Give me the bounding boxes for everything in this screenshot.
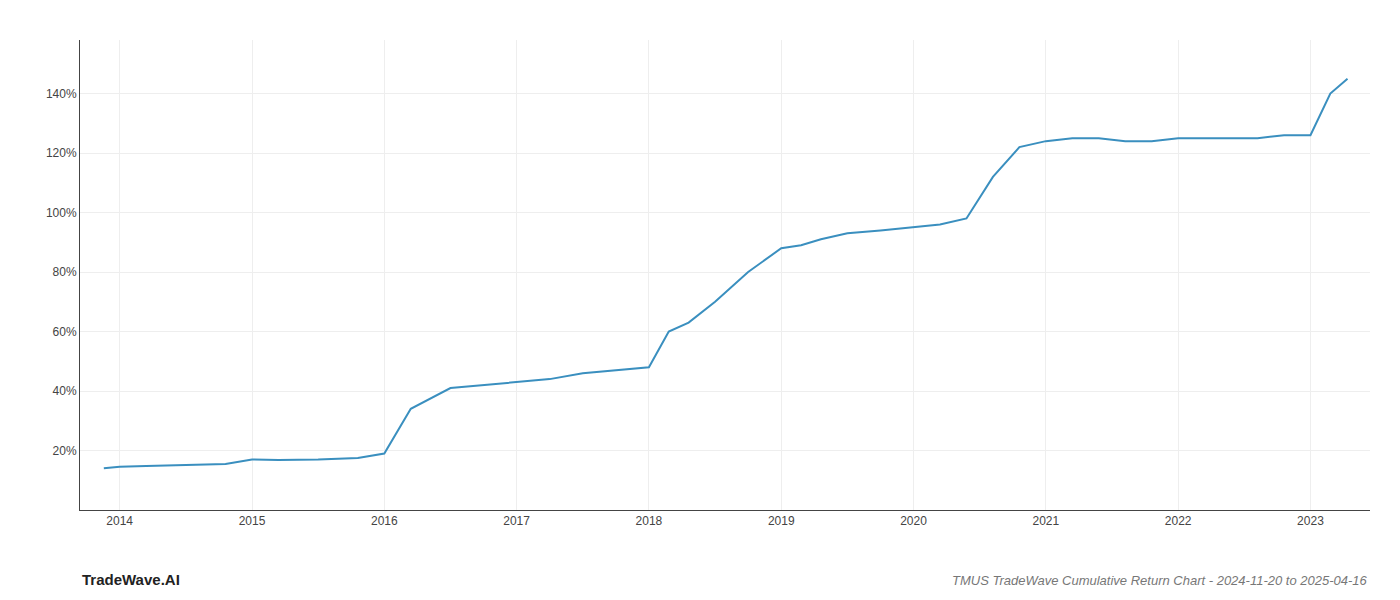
svg-text:TradeWave.AI: TradeWave.AI	[82, 571, 180, 588]
svg-text:2022: 2022	[1165, 514, 1192, 528]
svg-text:2018: 2018	[636, 514, 663, 528]
svg-text:2017: 2017	[503, 514, 530, 528]
svg-text:2023: 2023	[1297, 514, 1324, 528]
svg-text:60%: 60%	[53, 325, 77, 339]
svg-text:2015: 2015	[239, 514, 266, 528]
svg-text:40%: 40%	[53, 384, 77, 398]
svg-text:2020: 2020	[900, 514, 927, 528]
svg-text:2014: 2014	[106, 514, 133, 528]
svg-text:80%: 80%	[53, 265, 77, 279]
svg-text:100%: 100%	[46, 206, 77, 220]
svg-text:140%: 140%	[46, 87, 77, 101]
svg-text:120%: 120%	[46, 146, 77, 160]
svg-text:20%: 20%	[53, 444, 77, 458]
svg-text:2016: 2016	[371, 514, 398, 528]
svg-text:2021: 2021	[1032, 514, 1059, 528]
svg-text:2019: 2019	[768, 514, 795, 528]
svg-text:TMUS TradeWave Cumulative Retu: TMUS TradeWave Cumulative Return Chart -…	[952, 573, 1368, 588]
